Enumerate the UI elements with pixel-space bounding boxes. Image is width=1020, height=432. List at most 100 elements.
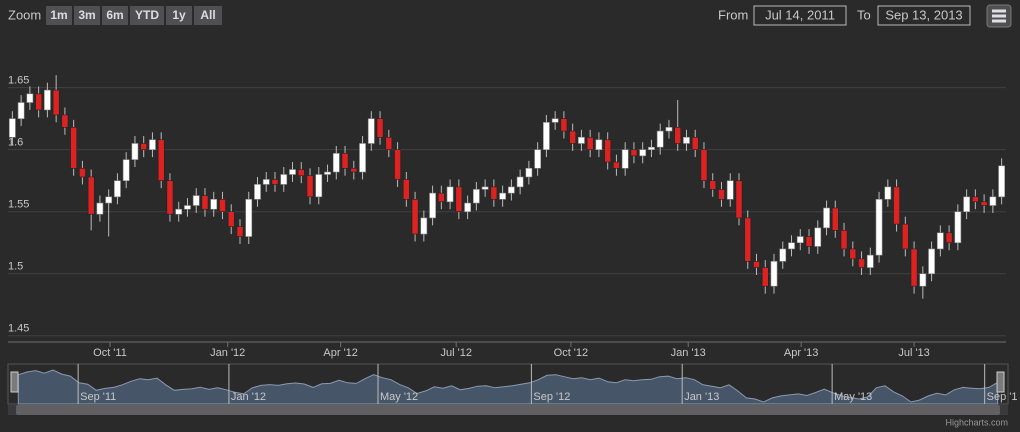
candle-body	[788, 242, 795, 250]
scrollbar-thumb[interactable]	[16, 405, 1000, 415]
candle-body	[963, 196, 970, 213]
candle-body	[464, 202, 471, 213]
range-button[interactable]: YTD	[130, 6, 164, 25]
range-button[interactable]: All	[194, 6, 222, 25]
button-box[interactable]	[166, 6, 192, 25]
button-box[interactable]	[194, 6, 222, 25]
candle-body	[936, 232, 944, 250]
candle-body	[367, 118, 375, 144]
candle-body	[840, 230, 848, 250]
navigator-handle[interactable]	[10, 371, 19, 393]
candle-body	[359, 143, 366, 173]
candle-body	[9, 118, 16, 138]
candle-body	[621, 149, 629, 169]
candle-body	[954, 211, 962, 244]
candle-body	[910, 248, 918, 287]
to-value[interactable]: Sep 13, 2013	[885, 7, 962, 22]
x-tick-label: Jan '13	[671, 347, 706, 359]
candle-body	[998, 165, 1005, 198]
candle-body	[753, 261, 760, 268]
range-button[interactable]: 1y	[166, 6, 192, 25]
credits[interactable]: Highcharts.com	[945, 417, 1008, 427]
navigator-tick-label: Sep '1	[987, 391, 1018, 403]
menu-icon[interactable]	[992, 9, 1006, 23]
navigator: Sep '11 Jan '12 May '12 Sep '12 Jan '13 May '…	[17, 364, 1018, 405]
candle-body	[140, 143, 148, 150]
candle-body	[639, 149, 647, 157]
candle-body	[219, 199, 226, 213]
candle-body	[227, 211, 235, 227]
x-tick-label: Jan '12	[210, 347, 245, 359]
range-button[interactable]: 1m	[46, 6, 72, 25]
from-value[interactable]: Jul 14, 2011	[765, 7, 835, 22]
from-label: From	[718, 7, 748, 22]
navigator-tick-label: Sep '11	[80, 391, 116, 403]
candle-body	[254, 184, 261, 200]
candle-body	[149, 139, 156, 150]
navigator-handle[interactable]	[996, 371, 1005, 393]
candle-body	[350, 167, 358, 173]
candle-body	[525, 167, 533, 178]
candle-body	[324, 171, 331, 175]
candle-body	[236, 226, 244, 237]
candle-body	[665, 127, 673, 132]
candle-body	[560, 118, 568, 132]
candle-body	[472, 189, 480, 204]
navigator-tick-label: Jan '13	[684, 391, 719, 403]
candle-body	[122, 159, 130, 181]
candle-body	[175, 208, 183, 215]
button-box[interactable]	[130, 6, 164, 25]
candle-body	[499, 192, 506, 200]
candle-body	[700, 149, 708, 181]
candle-body	[718, 189, 725, 200]
candle-body	[508, 186, 515, 194]
y-tick-label: 1.55	[8, 199, 29, 211]
y-tick-label: 1.5	[8, 261, 23, 273]
candle-body	[446, 186, 454, 203]
candle-body	[595, 139, 603, 150]
candle-body	[306, 175, 314, 198]
candle-body	[770, 261, 778, 287]
range-button[interactable]: 6m	[102, 6, 128, 25]
button-box[interactable]	[74, 6, 100, 25]
candle-body	[656, 130, 664, 148]
button-label[interactable]: 3m	[78, 8, 95, 22]
candle-body	[551, 118, 559, 123]
candle-body	[945, 232, 953, 244]
candle-body	[271, 179, 279, 185]
candle-body	[289, 169, 296, 175]
candle-body	[744, 217, 752, 262]
candle-body	[481, 186, 489, 190]
candle-body	[192, 195, 200, 206]
button-box[interactable]	[46, 6, 72, 25]
button-label[interactable]: 1m	[50, 8, 67, 22]
candle-body	[884, 186, 892, 200]
zoom-label: Zoom	[8, 7, 41, 22]
candle-body	[184, 205, 191, 210]
x-tick-label: Apr '12	[323, 347, 358, 359]
candle-body	[280, 174, 288, 185]
candle-body	[385, 136, 393, 150]
candle-body	[35, 93, 43, 111]
y-tick-label: 1.45	[8, 323, 29, 335]
candle-body	[490, 186, 498, 200]
candle-body	[131, 143, 139, 160]
button-label[interactable]: All	[200, 8, 215, 22]
button-box[interactable]	[102, 6, 128, 25]
candle-body	[823, 207, 830, 229]
x-tick-label: Oct '12	[554, 347, 589, 359]
candle-body	[919, 273, 927, 287]
candle-body	[297, 169, 305, 177]
button-label[interactable]: YTD	[135, 8, 159, 22]
button-label[interactable]: 6m	[106, 8, 123, 22]
candle-body	[166, 180, 174, 215]
to-input[interactable]	[877, 5, 971, 26]
range-button[interactable]: 3m	[74, 6, 100, 25]
candle-body	[429, 192, 436, 219]
candle-body	[805, 236, 813, 247]
button-label[interactable]: 1y	[172, 8, 186, 22]
from-input[interactable]	[753, 5, 847, 26]
candle-body	[114, 180, 121, 198]
menu-button[interactable]	[986, 4, 1012, 28]
candle-body	[928, 248, 935, 275]
